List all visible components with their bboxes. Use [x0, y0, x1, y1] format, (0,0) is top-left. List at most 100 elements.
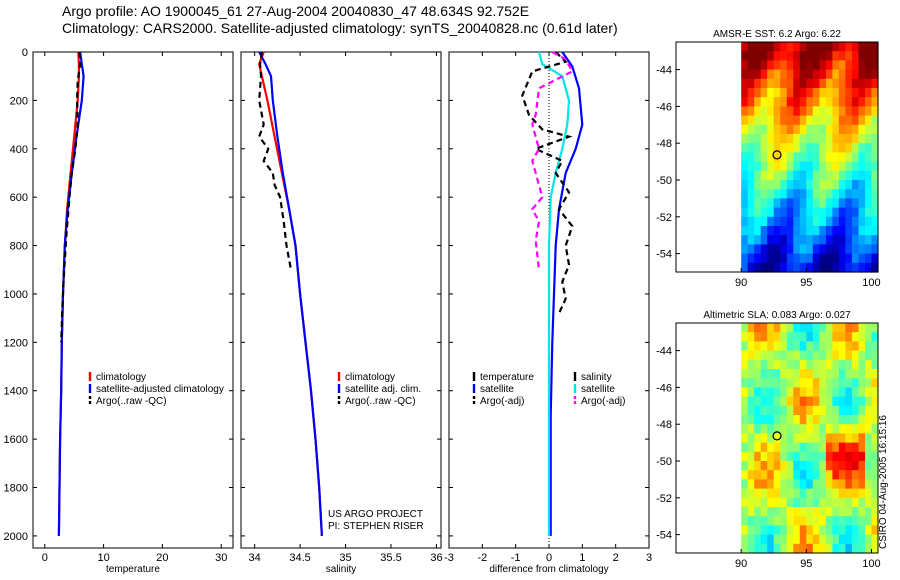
heatmap-cell: [838, 106, 846, 117]
heatmap-cell: [845, 323, 853, 333]
heatmap-cell: [786, 253, 794, 264]
heatmap-cell: [851, 332, 859, 342]
heatmap-cell: [786, 97, 794, 107]
heatmap-cell: [871, 479, 879, 490]
heatmap-cell: [793, 451, 801, 462]
map-y-tick-label-sst_map: -48: [656, 138, 672, 150]
heatmap-cell: [812, 543, 820, 554]
heatmap-cell: [832, 78, 840, 89]
heatmap-cell: [851, 369, 859, 379]
heatmap-cell: [858, 488, 866, 499]
heatmap-cell: [799, 387, 807, 398]
heatmap-cell: [819, 216, 827, 227]
heatmap-cell: [858, 516, 866, 526]
heatmap-cell: [819, 534, 827, 545]
heatmap-cell: [786, 332, 794, 342]
heatmap-cell: [760, 235, 768, 245]
heatmap-cell: [845, 216, 853, 227]
heatmap-cell: [838, 387, 846, 398]
heatmap-cell: [793, 180, 801, 190]
heatmap-cell: [851, 88, 859, 98]
heatmap-cell: [865, 262, 873, 273]
heatmap-cell: [819, 97, 827, 107]
heatmap-cell: [754, 42, 762, 52]
heatmap-cell: [806, 226, 814, 236]
heatmap-cell: [754, 350, 762, 361]
heatmap-cell: [865, 369, 873, 379]
heatmap-cell: [851, 470, 859, 480]
heatmap-cell: [845, 226, 853, 236]
heatmap-cell: [865, 525, 873, 536]
heatmap-cell: [832, 405, 840, 416]
heatmap-cell: [786, 69, 794, 80]
heatmap-cell: [754, 60, 762, 71]
map-y-tick-label-sst_map: -52: [656, 212, 672, 224]
heatmap-cell: [851, 341, 859, 352]
heatmap-cell: [832, 332, 840, 342]
heatmap-cell: [845, 244, 853, 255]
heatmap-cell: [741, 470, 749, 480]
heatmap-cell: [780, 442, 788, 453]
heatmap-cell: [767, 479, 775, 490]
heatmap-cell: [871, 97, 879, 107]
heatmap-cell: [773, 207, 781, 218]
heatmap-cell: [747, 516, 755, 526]
heatmap-cell: [760, 543, 768, 554]
heatmap-cell: [767, 180, 775, 190]
legend-label-difference-right: salinity: [581, 372, 612, 383]
heatmap-cell: [838, 378, 846, 388]
map-x-tick-label-sst_map: 90: [735, 277, 747, 289]
heatmap-cell: [786, 479, 794, 490]
heatmap-cell: [741, 88, 749, 98]
heatmap-cell: [825, 461, 833, 471]
heatmap-cell: [845, 451, 853, 462]
heatmap-cell: [845, 396, 853, 407]
heatmap-cell: [754, 387, 762, 398]
heatmap-cell: [838, 396, 846, 407]
heatmap-cell: [832, 134, 840, 144]
heatmap-cell: [806, 516, 814, 526]
heatmap-cell: [793, 189, 801, 199]
heatmap-cell: [832, 415, 840, 425]
heatmap-cell: [812, 461, 820, 471]
heatmap-cell: [825, 424, 833, 434]
heatmap-cell: [825, 235, 833, 245]
map-y-tick-label-sst_map: -46: [656, 101, 672, 113]
heatmap-cell: [767, 359, 775, 370]
heatmap-cell: [819, 507, 827, 517]
heatmap-cell: [760, 451, 768, 462]
heatmap-cell: [806, 216, 814, 227]
heatmap-cell: [741, 143, 749, 153]
heatmap-cell: [741, 387, 749, 398]
x-tick-label-temperature: 10: [97, 552, 109, 564]
heatmap-cell: [793, 470, 801, 480]
heatmap-cell: [845, 180, 853, 190]
heatmap-cell: [819, 543, 827, 554]
heatmap-cell: [838, 226, 846, 236]
heatmap-cell: [871, 350, 879, 361]
heatmap-cell: [799, 106, 807, 117]
heatmap-cell: [741, 198, 749, 209]
heatmap-cell: [845, 69, 853, 80]
heatmap-cell: [747, 216, 755, 227]
heatmap-cell: [871, 525, 879, 536]
heatmap-cell: [767, 189, 775, 199]
heatmap-cell: [865, 341, 873, 352]
heatmap-cell: [806, 78, 814, 89]
heatmap-cell: [812, 378, 820, 388]
map-x-tick-label-sla_map: 100: [862, 558, 880, 570]
heatmap-cell: [786, 415, 794, 425]
heatmap-cell: [812, 341, 820, 352]
heatmap-cell: [865, 497, 873, 508]
series-line-climatology: [258, 51, 323, 536]
heatmap-cell: [865, 442, 873, 453]
heatmap-cell: [747, 88, 755, 98]
heatmap-cell: [871, 152, 879, 163]
heatmap-cell: [773, 78, 781, 89]
heatmap-cell: [799, 461, 807, 471]
heatmap-cell: [793, 507, 801, 517]
heatmap-cell: [786, 369, 794, 379]
heatmap-cell: [741, 497, 749, 508]
heatmap-cell: [793, 262, 801, 273]
heatmap-cell: [780, 479, 788, 490]
